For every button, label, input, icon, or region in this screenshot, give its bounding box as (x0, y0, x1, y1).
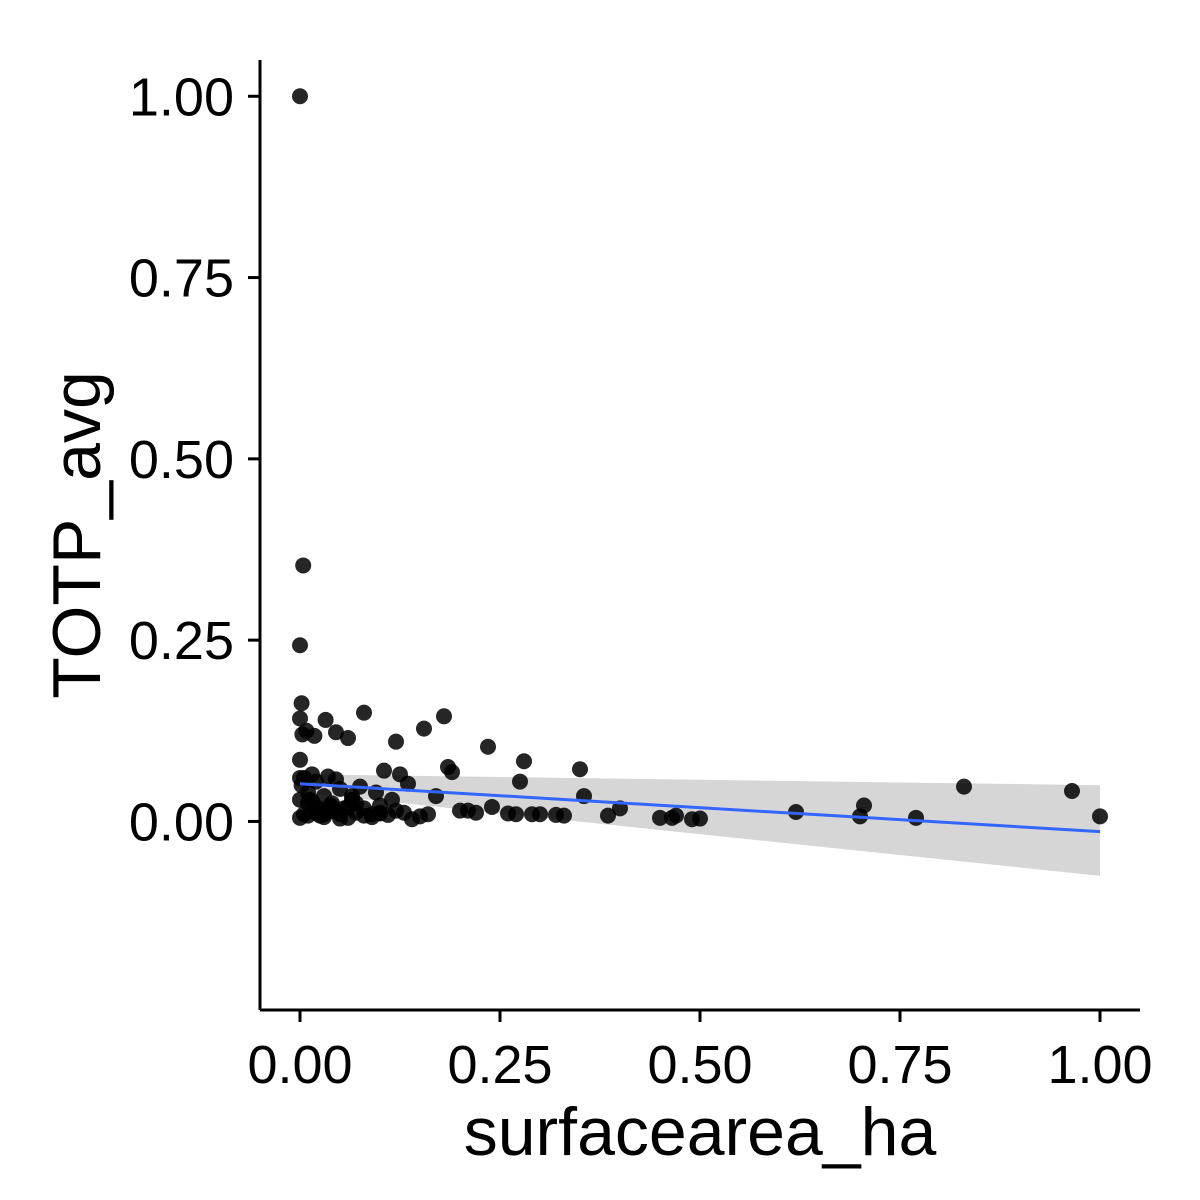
data-point (292, 809, 308, 826)
data-point (484, 798, 500, 815)
x-tick-label: 0.25 (447, 1035, 552, 1095)
x-tick-label: 0.00 (247, 1035, 352, 1095)
data-point (301, 791, 318, 808)
x-axis-ticks: 0.00 0.25 0.50 0.75 1.00 (247, 1010, 1153, 1095)
y-tick-label: 0.00 (129, 792, 234, 852)
x-tick-label: 0.50 (647, 1035, 752, 1095)
data-point (292, 88, 308, 105)
data-point (684, 811, 700, 828)
data-point (304, 766, 320, 783)
data-point (1064, 782, 1080, 799)
data-point (356, 704, 372, 721)
data-point (293, 695, 310, 712)
data-point (292, 637, 308, 654)
data-point (376, 762, 392, 779)
data-point (512, 773, 528, 790)
x-tick-label: 0.75 (847, 1035, 952, 1095)
data-point (652, 809, 668, 826)
y-axis-title: TOTP_avg (39, 371, 115, 699)
data-point (328, 771, 344, 788)
data-point (420, 806, 436, 823)
fit-line-layer (299, 782, 1101, 834)
data-point (508, 806, 524, 823)
data-point (956, 778, 972, 795)
data-point (292, 751, 308, 768)
y-tick-label: 1.00 (129, 67, 234, 127)
data-point (388, 733, 404, 750)
y-tick-label: 0.75 (129, 249, 234, 309)
y-tick-label: 0.25 (129, 611, 234, 671)
data-point (322, 797, 339, 814)
data-point (416, 720, 432, 737)
data-point (908, 809, 924, 826)
data-point (516, 753, 532, 770)
fit-line (299, 782, 1101, 834)
y-axis-ticks: 0.00 0.25 0.50 0.75 1.00 (129, 67, 260, 852)
data-point (600, 807, 616, 824)
data-point (312, 807, 328, 824)
data-point (572, 761, 588, 778)
x-axis-title: surfacearea_ha (464, 1094, 937, 1170)
data-point (480, 738, 496, 755)
data-point (436, 708, 452, 725)
points-layer (292, 88, 1108, 828)
data-point (388, 802, 404, 819)
data-point (332, 810, 348, 827)
data-point (328, 724, 344, 741)
data-point (532, 806, 548, 823)
data-point (664, 809, 680, 826)
data-point (556, 807, 572, 824)
data-point (468, 804, 484, 821)
data-point (340, 730, 356, 747)
data-point (306, 727, 323, 744)
data-point (364, 806, 380, 823)
y-tick-label: 0.50 (129, 430, 234, 490)
data-point (295, 557, 312, 574)
data-point (440, 759, 456, 776)
data-point (317, 711, 334, 728)
data-point (1092, 808, 1108, 825)
data-point (344, 788, 360, 805)
x-tick-label: 1.00 (1047, 1035, 1152, 1095)
data-point (400, 775, 416, 792)
data-point (292, 710, 308, 727)
